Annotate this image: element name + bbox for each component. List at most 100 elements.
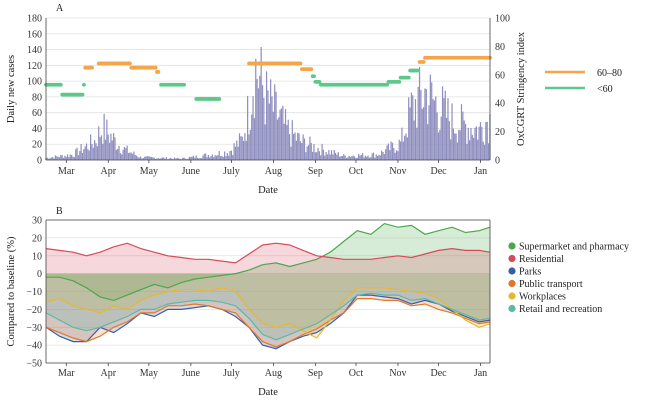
case-bar (168, 158, 170, 160)
panel-a-label: A (56, 3, 64, 14)
case-bar (452, 128, 454, 160)
panel-b-y-label: Compared to baseline (%) (6, 236, 17, 346)
case-bar (232, 155, 234, 160)
case-bar (360, 154, 362, 160)
legend-a-label-0: 60–80 (597, 68, 622, 79)
panel-b-y-tick-label: 30 (32, 216, 42, 227)
case-bar (374, 157, 376, 160)
panel-a-y-tick-label: 160 (27, 29, 42, 40)
case-bar (131, 153, 134, 160)
case-bar (422, 107, 425, 160)
case-bar (421, 108, 423, 160)
case-bar (179, 158, 181, 160)
case-bar (352, 155, 354, 160)
case-bar (236, 140, 238, 160)
case-bar (316, 152, 318, 160)
case-bar (456, 142, 459, 160)
case-bar (98, 126, 100, 160)
case-bar (150, 156, 153, 160)
case-bar (375, 154, 377, 160)
panel-a-y2-tick-label: 40 (495, 99, 505, 110)
panel-a-y-tick-label: 20 (32, 140, 42, 151)
stringency-point (421, 60, 426, 64)
panel-a-x-tick-label: May (140, 166, 158, 177)
case-bar (58, 157, 61, 160)
panel-b-x-tick-label: May (140, 368, 158, 379)
stringency-point (397, 80, 402, 84)
case-bar (379, 155, 381, 160)
case-bar (126, 145, 128, 160)
stringency-point (153, 65, 158, 70)
case-bar (467, 127, 469, 160)
case-bar (214, 154, 216, 160)
case-bar (463, 120, 465, 160)
panel-a-y2-label: OxCGRT Stringency index (516, 31, 527, 146)
case-bar (433, 100, 436, 160)
case-bar (303, 138, 306, 160)
case-bar (314, 152, 316, 160)
case-bar (451, 103, 453, 160)
panel-a-y2-tick-label: 0 (495, 156, 500, 167)
case-bar (305, 152, 307, 160)
legend-b-marker-0 (508, 242, 516, 250)
case-bar (76, 147, 78, 160)
case-bar (108, 142, 111, 160)
case-bar (142, 158, 145, 160)
case-bar (410, 92, 413, 160)
case-bar (325, 151, 327, 160)
case-bar (89, 134, 92, 160)
case-bar (424, 88, 426, 160)
case-bar (339, 156, 341, 160)
case-bar (145, 156, 147, 160)
case-bar (73, 157, 75, 160)
case-bar (299, 141, 302, 160)
case-bar (54, 155, 57, 160)
case-bar (173, 157, 176, 160)
case-bar (184, 158, 186, 160)
case-bar (389, 150, 391, 160)
panel-a-y-tick-label: 120 (27, 61, 42, 72)
case-bar (61, 155, 63, 160)
case-bar (87, 149, 89, 160)
case-bar (328, 149, 330, 160)
case-bar (256, 79, 258, 160)
case-bar (183, 157, 185, 160)
case-bar (255, 58, 257, 160)
case-bar (46, 157, 48, 160)
case-bar (368, 157, 371, 160)
panel-b-y-tick-label: −50 (26, 359, 42, 370)
case-bar (265, 71, 268, 160)
case-bar (290, 146, 292, 160)
case-bar (455, 133, 457, 160)
legend-b-label-3: Public transport (519, 279, 583, 290)
case-bar (153, 157, 155, 160)
case-bar (125, 148, 127, 160)
case-bar (100, 135, 103, 160)
case-bar (394, 152, 396, 160)
case-bar (408, 97, 410, 160)
case-bar (321, 143, 323, 160)
case-bar (279, 109, 281, 160)
case-bar (283, 123, 285, 160)
panel-b-x-tick-label: July (223, 368, 240, 379)
panel-a-y2-tick-label: 60 (495, 70, 505, 81)
case-bar (200, 158, 203, 160)
panel-a-x-tick-label: Sep (308, 166, 323, 177)
case-bar (322, 149, 325, 160)
case-bar (92, 147, 94, 160)
panel-a-y-tick-label: 180 (27, 14, 42, 25)
case-bar (417, 86, 419, 160)
case-bar (367, 155, 369, 160)
case-bar (123, 146, 126, 160)
panel-a-x-tick-label: Apr (100, 166, 116, 177)
panel-b-x-tick-label: Nov (389, 368, 406, 379)
case-bar (229, 150, 231, 160)
case-bar (240, 136, 242, 160)
case-bar (50, 157, 52, 160)
case-bar (218, 151, 220, 160)
case-bar (252, 96, 254, 160)
case-bar (104, 139, 107, 160)
case-bar (475, 126, 478, 160)
case-bar (156, 158, 158, 160)
case-bar (353, 156, 356, 160)
